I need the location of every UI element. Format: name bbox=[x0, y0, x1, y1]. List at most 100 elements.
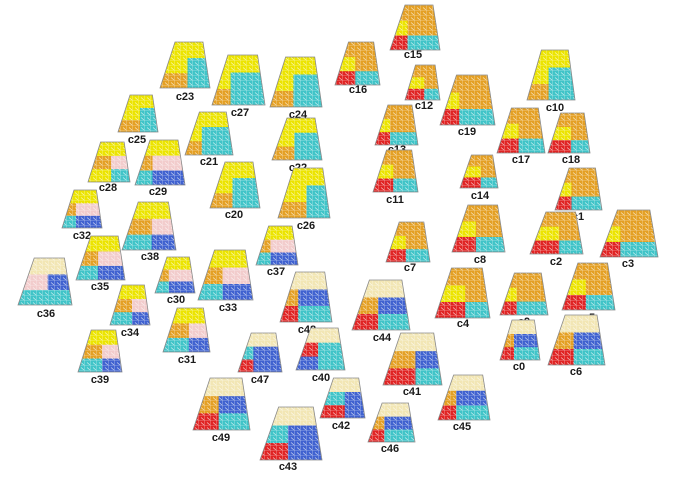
glyph-label: c26 bbox=[297, 220, 315, 232]
glyph-label: c14 bbox=[471, 190, 490, 202]
shape-glyph: c1 bbox=[554, 167, 603, 223]
shape-glyph: c4 bbox=[434, 267, 491, 330]
glyph-label: c16 bbox=[349, 84, 367, 96]
glyph-regions bbox=[212, 55, 265, 105]
glyph-label: c19 bbox=[458, 126, 476, 138]
glyph-label: c7 bbox=[404, 262, 416, 274]
glyph-label: c12 bbox=[415, 100, 433, 112]
shape-glyph: c48 bbox=[279, 271, 333, 336]
glyph-outline bbox=[439, 74, 496, 126]
glyph-regions bbox=[555, 168, 602, 210]
glyph-outline bbox=[499, 272, 549, 316]
glyph-outline bbox=[389, 4, 441, 51]
glyph-outline bbox=[451, 204, 506, 253]
glyph-label: c37 bbox=[267, 266, 285, 278]
glyph-regions bbox=[270, 57, 322, 107]
shape-glyph: c21 bbox=[184, 111, 234, 168]
glyph-label: c4 bbox=[457, 318, 470, 330]
shape-glyph: c31 bbox=[162, 307, 211, 366]
glyph-outline bbox=[184, 111, 234, 156]
glyph-label: c3 bbox=[622, 258, 634, 270]
glyph-label: c29 bbox=[149, 186, 167, 198]
glyph-label: c43 bbox=[279, 461, 297, 473]
glyph-outline bbox=[61, 189, 103, 229]
glyph-label: c27 bbox=[231, 107, 249, 119]
glyph-outline bbox=[367, 402, 416, 443]
glyph-label: c21 bbox=[200, 156, 218, 168]
shape-glyph: c16 bbox=[334, 41, 381, 96]
glyph-outline bbox=[134, 139, 186, 186]
shape-glyph: c24 bbox=[269, 56, 323, 121]
glyph-label: c30 bbox=[167, 294, 185, 306]
glyph-regions bbox=[135, 140, 185, 185]
shape-glyph: c33 bbox=[197, 249, 254, 314]
glyph-outline bbox=[434, 267, 491, 319]
glyph-outline bbox=[529, 211, 584, 255]
shape-glyph: c32 bbox=[61, 189, 103, 242]
shape-glyph: c20 bbox=[209, 161, 261, 221]
glyph-outline bbox=[547, 314, 606, 366]
glyph-label: c36 bbox=[37, 308, 55, 320]
glyph-outline bbox=[277, 167, 331, 219]
glyph-label: c31 bbox=[178, 354, 196, 366]
shape-glyph: c41 bbox=[382, 332, 443, 398]
glyph-regions bbox=[278, 168, 330, 218]
shape-glyph: c46 bbox=[367, 402, 416, 455]
glyph-label: c20 bbox=[225, 209, 243, 221]
glyph-outline bbox=[159, 41, 211, 89]
glyph-label: c28 bbox=[99, 182, 117, 194]
glyph-label: c42 bbox=[332, 420, 350, 432]
glyph-label: c32 bbox=[73, 230, 91, 242]
shape-glyph: c29 bbox=[134, 139, 186, 198]
glyph-label: c2 bbox=[550, 256, 562, 268]
glyph-outline bbox=[599, 209, 659, 258]
shape-glyph: c35 bbox=[75, 235, 126, 293]
glyph-label: c40 bbox=[312, 372, 330, 384]
glyph-regions bbox=[562, 263, 615, 310]
glyph-outline bbox=[117, 94, 159, 133]
shape-glyph: c40 bbox=[295, 327, 346, 384]
glyph-regions bbox=[386, 222, 430, 262]
shape-glyph: c49 bbox=[192, 377, 251, 444]
glyph-outline bbox=[319, 377, 366, 419]
glyph-label: c41 bbox=[403, 386, 421, 398]
glyph-regions bbox=[373, 150, 418, 192]
glyph-regions bbox=[600, 210, 658, 257]
shape-glyph: c25 bbox=[117, 94, 159, 146]
glyph-label: c47 bbox=[251, 374, 269, 386]
glyph-outline bbox=[547, 112, 591, 154]
glyph-label: c33 bbox=[219, 302, 237, 314]
shape-glyph: c26 bbox=[277, 167, 331, 232]
shape-glyph: c18 bbox=[547, 112, 591, 166]
glyph-outline bbox=[382, 332, 443, 386]
shape-glyph: c0 bbox=[499, 319, 541, 373]
glyph-label: c8 bbox=[474, 254, 486, 266]
glyph-label: c38 bbox=[141, 251, 159, 263]
glyph-outline bbox=[259, 406, 323, 461]
glyph-label: c34 bbox=[121, 327, 140, 339]
shape-glyph: c23 bbox=[159, 41, 211, 103]
glyph-label: c25 bbox=[128, 134, 146, 146]
glyph-label: c15 bbox=[404, 49, 422, 61]
glyph-outline bbox=[192, 377, 251, 431]
shape-glyph: c39 bbox=[77, 329, 123, 386]
glyph-outline bbox=[334, 41, 381, 86]
glyph-outline bbox=[75, 235, 126, 281]
glyph-label: c45 bbox=[453, 421, 471, 433]
glyph-label: c44 bbox=[373, 332, 392, 344]
shape-glyph: c19 bbox=[439, 74, 496, 138]
glyph-label: c23 bbox=[176, 91, 194, 103]
glyph-outline bbox=[17, 257, 73, 306]
glyph-label: c35 bbox=[91, 281, 109, 293]
glyph-outline bbox=[211, 54, 266, 106]
glyph-label: c46 bbox=[381, 443, 399, 455]
glyph-label: c49 bbox=[212, 432, 230, 444]
glyph-label: c0 bbox=[513, 361, 525, 373]
shape-glyph: c27 bbox=[211, 54, 266, 119]
glyph-regions bbox=[368, 403, 415, 442]
shape-glyph: c17 bbox=[496, 107, 546, 166]
glyph-outline bbox=[385, 221, 431, 263]
glyph-outline bbox=[404, 64, 441, 101]
glyph-outline bbox=[209, 161, 261, 209]
